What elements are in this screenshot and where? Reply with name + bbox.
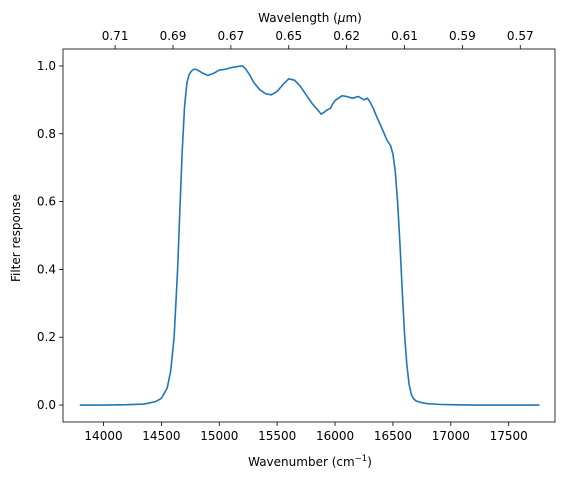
x-tick-label: 16500 [374, 429, 412, 443]
top-tick-label: 0.65 [275, 29, 302, 43]
x-tick-label: 15000 [200, 429, 238, 443]
y-tick-label: 0.2 [37, 330, 56, 344]
y-tick-label: 0.6 [37, 195, 56, 209]
x-tick-label: 16000 [316, 429, 354, 443]
y-tick-label: 0.0 [37, 398, 56, 412]
top-tick-label: 0.62 [333, 29, 360, 43]
x-tick-label: 17000 [432, 429, 470, 443]
y-tick-label: 0.4 [37, 262, 56, 276]
series-lines [79, 65, 540, 406]
x-tick-label: 17500 [490, 429, 528, 443]
y-axis-label: Filter response [9, 194, 23, 282]
top-tick-label: 0.71 [102, 29, 129, 43]
x-tick-label: 15500 [258, 429, 296, 443]
top-x-axis-label: Wavelength (μm) [258, 11, 362, 25]
x-axis-label: Wavenumber (cm−1) [248, 454, 372, 469]
y-axis: 0.0 0.2 0.4 0.6 0.8 1.0 [37, 59, 63, 412]
top-x-axis: 0.71 0.69 0.67 0.65 0.62 0.61 0.59 0.57 [102, 29, 534, 49]
top-tick-label: 0.67 [217, 29, 244, 43]
bottom-x-axis: 14000 14500 15000 15500 16000 16500 17000 17500 [84, 422, 528, 443]
top-tick-label: 0.61 [391, 29, 418, 43]
top-tick-label: 0.59 [449, 29, 476, 43]
plot-frame [62, 48, 556, 423]
y-tick-label: 1.0 [37, 59, 56, 73]
y-tick-label: 0.8 [37, 127, 56, 141]
filter-response-line [79, 65, 540, 406]
x-tick-label: 14500 [142, 429, 180, 443]
x-tick-label: 14000 [84, 429, 122, 443]
top-tick-label: 0.57 [507, 29, 534, 43]
top-tick-label: 0.69 [160, 29, 187, 43]
